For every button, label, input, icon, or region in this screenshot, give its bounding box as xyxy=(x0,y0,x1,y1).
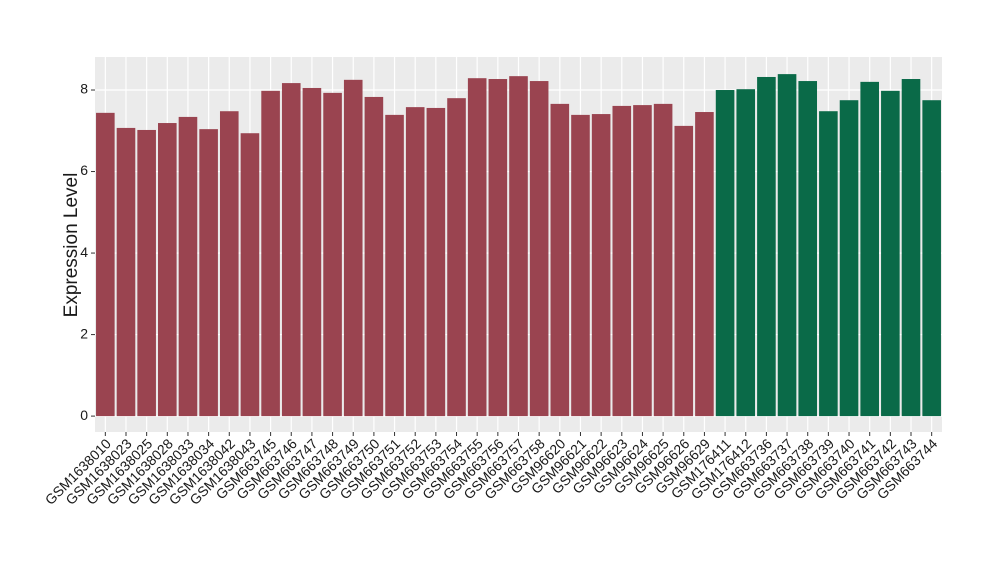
y-tick-label: 6 xyxy=(80,162,88,178)
bar xyxy=(178,116,198,417)
bar xyxy=(757,76,776,417)
bar xyxy=(219,111,239,417)
bar xyxy=(96,112,115,417)
bar xyxy=(798,81,818,417)
bar xyxy=(364,96,384,417)
bar xyxy=(715,90,735,417)
bar xyxy=(385,114,404,417)
bar xyxy=(426,107,446,417)
y-tick-label: 4 xyxy=(80,244,88,260)
bar xyxy=(343,79,363,417)
bar xyxy=(281,83,301,417)
bar xyxy=(674,125,694,417)
bar xyxy=(860,81,879,417)
bar xyxy=(633,105,652,417)
bar xyxy=(550,103,570,417)
bar xyxy=(695,112,714,417)
y-tick-label: 2 xyxy=(80,325,88,341)
bar xyxy=(199,129,218,417)
bar xyxy=(839,100,859,417)
bar xyxy=(447,98,466,417)
bar xyxy=(777,74,797,417)
bar xyxy=(571,114,590,417)
bar xyxy=(488,79,508,417)
bar xyxy=(612,105,632,417)
y-tick-label: 0 xyxy=(80,407,88,423)
bar xyxy=(261,90,280,417)
bar xyxy=(467,78,487,417)
bar xyxy=(881,90,900,417)
bar xyxy=(819,111,838,417)
y-axis-label: Expression Level xyxy=(61,173,82,318)
bar xyxy=(323,92,342,417)
y-tick-label: 8 xyxy=(80,81,88,97)
bar xyxy=(137,129,156,417)
bar xyxy=(591,114,611,417)
bar xyxy=(901,79,921,417)
bar xyxy=(736,89,756,417)
bar xyxy=(240,133,260,417)
bar xyxy=(922,100,941,417)
bar xyxy=(653,103,673,417)
bar xyxy=(116,127,136,417)
bar xyxy=(509,76,528,417)
bar xyxy=(405,107,425,417)
bar xyxy=(158,123,177,417)
bar xyxy=(529,81,549,417)
bar xyxy=(302,87,322,417)
